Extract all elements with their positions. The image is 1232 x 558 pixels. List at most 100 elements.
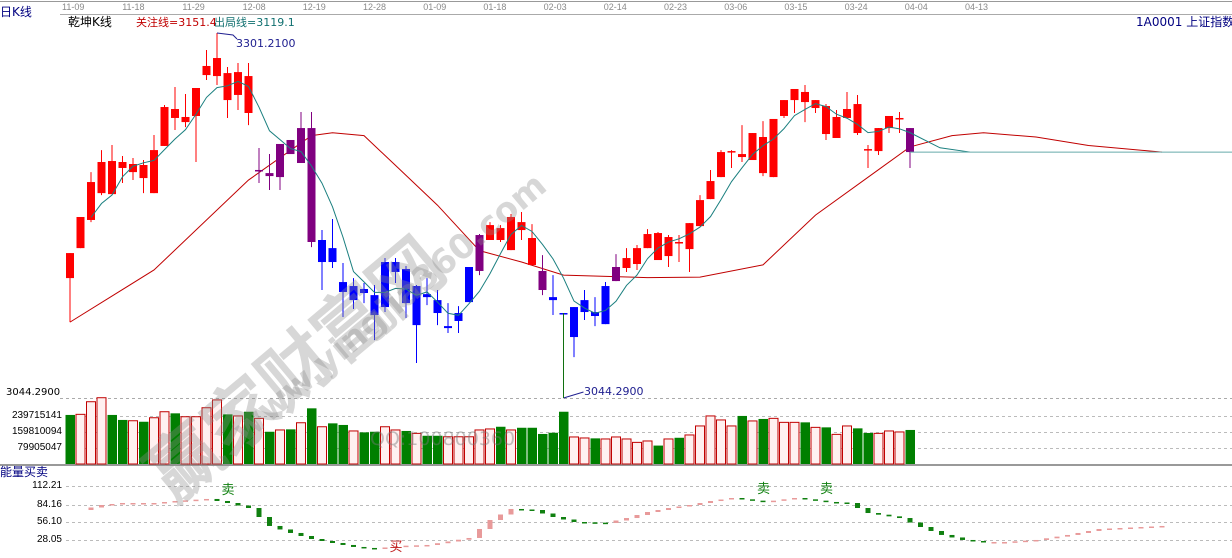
candle-body	[769, 118, 778, 178]
volume-bar-up	[453, 436, 464, 465]
energy-tick-3: 56.10	[36, 516, 62, 527]
date-tick: 04-13	[965, 2, 989, 12]
candle-body	[433, 300, 442, 314]
candle-body	[801, 91, 809, 103]
candle-body	[874, 128, 883, 152]
energy-bar-up	[991, 542, 997, 544]
candle-body	[181, 116, 190, 123]
volume-bar-down	[800, 422, 810, 464]
candle-body	[108, 161, 116, 195]
period-label[interactable]: 日K线	[0, 5, 32, 19]
energy-bar-up	[88, 507, 94, 511]
volume-bar-down	[401, 430, 411, 464]
candle-body	[402, 268, 410, 304]
candle-body	[601, 286, 610, 325]
candle-body	[297, 128, 305, 164]
energy-bar-up	[109, 504, 115, 506]
energy-bar-down	[225, 500, 230, 504]
candle-body	[150, 150, 158, 194]
energy-bar-up	[666, 508, 671, 511]
energy-bar-down	[739, 498, 745, 500]
candle-body	[580, 300, 589, 313]
energy-bar-up	[708, 501, 713, 504]
candle-body	[853, 104, 862, 134]
candle-body	[685, 223, 694, 250]
energy-tick-1: 112.21	[32, 480, 62, 491]
energy-bar-up	[508, 508, 514, 515]
high-marker-line	[216, 32, 238, 40]
candle-body	[234, 72, 242, 95]
energy-bar-up	[1023, 540, 1028, 543]
volume-bar-up	[642, 440, 653, 465]
candle-body	[717, 152, 725, 178]
date-tick: 12-19	[302, 2, 326, 12]
volume-bar-down	[370, 431, 380, 464]
energy-bar-down	[928, 527, 934, 531]
date-tick: 02-14	[603, 2, 627, 12]
energy-bar-down	[865, 508, 871, 514]
energy-bar-down	[529, 509, 535, 511]
volume-bar-up	[390, 429, 401, 465]
energy-bar-up	[477, 528, 482, 538]
energy-bar-up	[1033, 539, 1039, 542]
volume-bar-up	[716, 419, 726, 465]
energy-bar-up	[414, 545, 419, 547]
energy-bar-down	[981, 540, 986, 543]
candle-body	[265, 173, 274, 177]
date-tick: 03-06	[724, 2, 748, 12]
volume-bar-up	[191, 416, 201, 465]
energy-bar-down	[340, 542, 346, 545]
volume-bar-down	[65, 414, 75, 464]
candle-body	[192, 87, 200, 116]
candle-body	[171, 109, 179, 118]
candle-body	[66, 253, 74, 279]
date-tick: 04-04	[904, 2, 928, 12]
volume-bar-up	[789, 421, 800, 465]
volume-bar-up	[810, 426, 821, 465]
volume-bar-down	[653, 445, 663, 464]
candle-body	[643, 234, 652, 249]
volume-bar-down	[538, 433, 548, 464]
candle-body	[244, 76, 253, 113]
volume-bar-down	[328, 423, 338, 464]
candle-body	[412, 286, 421, 326]
energy-bar-down	[235, 503, 241, 506]
volume-bar-down	[338, 424, 348, 464]
candle-body	[129, 164, 137, 173]
volume-bar-up	[621, 438, 632, 465]
energy-bar-up	[193, 499, 199, 502]
volume-bar-up	[632, 441, 642, 465]
energy-bar-up	[655, 510, 661, 512]
short-moving-average-line	[90, 80, 971, 316]
energy-bar-up	[1002, 542, 1007, 544]
energy-bar-down	[970, 539, 976, 542]
energy-bar-down	[823, 500, 829, 503]
candle-body	[255, 169, 263, 172]
energy-bar-down	[519, 508, 524, 511]
energy-bar-down	[319, 539, 325, 541]
energy-bar-down	[361, 546, 367, 549]
candle-body	[76, 216, 85, 249]
energy-bar-up	[120, 503, 125, 505]
volume-bar-up	[611, 436, 621, 465]
energy-bar-down	[540, 510, 545, 514]
energy-bar-down	[550, 513, 556, 517]
energy-bar-up	[403, 545, 409, 548]
candle-body	[97, 162, 106, 194]
sell-signal: 卖	[820, 481, 834, 497]
candle-body	[591, 312, 599, 317]
date-tick: 01-09	[423, 2, 447, 12]
energy-bar-up	[183, 500, 188, 502]
energy-bar-up	[1149, 526, 1154, 528]
energy-bar-up	[1138, 527, 1144, 529]
volume-bar-up	[579, 437, 590, 465]
energy-bar-up	[1117, 528, 1123, 530]
volume-bar-down	[559, 411, 569, 464]
volume-bar-up	[317, 426, 327, 465]
energy-indicator-title[interactable]: 能量买卖	[0, 465, 49, 479]
energy-bar-down	[844, 502, 850, 504]
date-tick: 02-03	[543, 2, 567, 12]
volume-bar-up	[180, 416, 191, 465]
candle-body	[790, 88, 799, 101]
